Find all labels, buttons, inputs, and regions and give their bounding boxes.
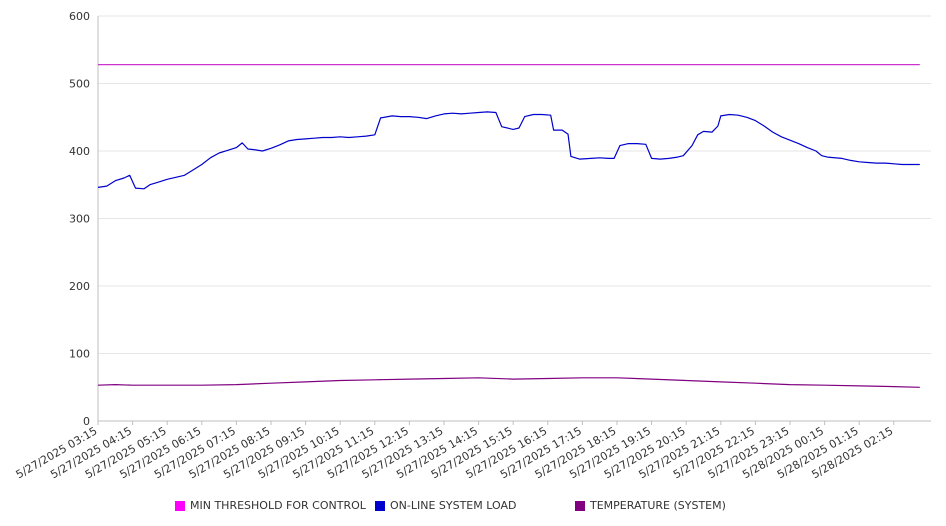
- line-chart: 0 100 200 300 400 500 600 5/27/2025 03:155/27/…: [14, 10, 931, 481]
- y-tick-label-6: 600: [69, 10, 90, 23]
- legend-item-temperature: TEMPERATURE (SYSTEM): [575, 499, 726, 512]
- legend-swatch-min-threshold: [175, 500, 185, 511]
- legend-item-min-threshold: MIN THRESHOLD FOR CONTROL: [175, 499, 366, 512]
- x-tick-labels: 5/27/2025 03:155/27/2025 04:155/27/2025 …: [14, 421, 895, 481]
- series-line-on-line-system-load: [97, 111, 920, 190]
- legend-item-system-load: ON-LINE SYSTEM LOAD: [375, 499, 516, 512]
- series-lines: [97, 63, 920, 388]
- legend-swatch-system-load: [375, 500, 385, 511]
- legend-label-min-threshold: MIN THRESHOLD FOR CONTROL: [190, 499, 366, 512]
- legend-label-system-load: ON-LINE SYSTEM LOAD: [390, 499, 517, 512]
- legend-label-temperature: TEMPERATURE (SYSTEM): [590, 499, 726, 512]
- legend: MIN THRESHOLD FOR CONTROL ON-LINE SYSTEM…: [0, 497, 946, 515]
- y-tick-label-5: 500: [69, 78, 90, 91]
- gridlines: [98, 15, 931, 354]
- y-tick-labels: 0 100 200 300 400 500 600: [69, 10, 90, 428]
- series-line-temperature-system: [97, 377, 920, 388]
- y-tick-label-1: 100: [69, 348, 90, 361]
- legend-swatch-temperature: [575, 500, 585, 511]
- y-tick-label-2: 200: [69, 280, 90, 293]
- y-tick-label-0: 0: [83, 415, 90, 428]
- y-tick-label-4: 400: [69, 145, 90, 158]
- y-tick-label-3: 300: [69, 213, 90, 226]
